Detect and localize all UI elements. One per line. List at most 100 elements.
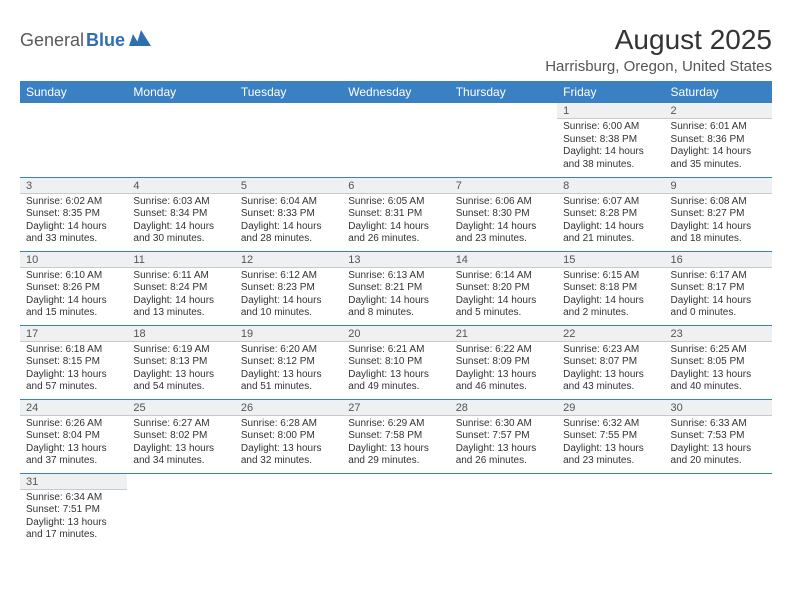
- sunrise-line: Sunrise: 6:06 AM: [456, 196, 551, 209]
- day-number: 30: [665, 400, 772, 416]
- calendar-day-cell: [127, 473, 234, 547]
- weekday-header: Monday: [127, 81, 234, 103]
- sunrise-line: Sunrise: 6:23 AM: [563, 344, 658, 357]
- day-number: 12: [235, 252, 342, 268]
- calendar-day-cell: 14Sunrise: 6:14 AMSunset: 8:20 PMDayligh…: [450, 251, 557, 325]
- day-details: Sunrise: 6:11 AMSunset: 8:24 PMDaylight:…: [127, 268, 234, 322]
- day-number: 14: [450, 252, 557, 268]
- day-number: 25: [127, 400, 234, 416]
- logo: General Blue: [20, 30, 151, 51]
- day-number: 2: [665, 103, 772, 119]
- calendar-day-cell: [665, 473, 772, 547]
- calendar-week-row: 24Sunrise: 6:26 AMSunset: 8:04 PMDayligh…: [20, 399, 772, 473]
- day-details: Sunrise: 6:17 AMSunset: 8:17 PMDaylight:…: [665, 268, 772, 322]
- day-number: 31: [20, 474, 127, 490]
- calendar-day-cell: 7Sunrise: 6:06 AMSunset: 8:30 PMDaylight…: [450, 177, 557, 251]
- sunset-line: Sunset: 8:10 PM: [348, 356, 443, 369]
- calendar-day-cell: [450, 473, 557, 547]
- day-details: Sunrise: 6:03 AMSunset: 8:34 PMDaylight:…: [127, 194, 234, 248]
- calendar-day-cell: 10Sunrise: 6:10 AMSunset: 8:26 PMDayligh…: [20, 251, 127, 325]
- day-details: Sunrise: 6:27 AMSunset: 8:02 PMDaylight:…: [127, 416, 234, 470]
- daylight-line: Daylight: 13 hours and 17 minutes.: [26, 517, 121, 542]
- calendar-day-cell: 30Sunrise: 6:33 AMSunset: 7:53 PMDayligh…: [665, 399, 772, 473]
- logo-mark-icon: [129, 30, 151, 51]
- daylight-line: Daylight: 14 hours and 10 minutes.: [241, 295, 336, 320]
- sunrise-line: Sunrise: 6:15 AM: [563, 270, 658, 283]
- day-details: Sunrise: 6:22 AMSunset: 8:09 PMDaylight:…: [450, 342, 557, 396]
- sunset-line: Sunset: 8:17 PM: [671, 282, 766, 295]
- calendar-day-cell: [557, 473, 664, 547]
- day-details: Sunrise: 6:32 AMSunset: 7:55 PMDaylight:…: [557, 416, 664, 470]
- sunset-line: Sunset: 7:57 PM: [456, 430, 551, 443]
- sunset-line: Sunset: 8:24 PM: [133, 282, 228, 295]
- sunrise-line: Sunrise: 6:10 AM: [26, 270, 121, 283]
- daylight-line: Daylight: 14 hours and 21 minutes.: [563, 221, 658, 246]
- calendar-day-cell: 11Sunrise: 6:11 AMSunset: 8:24 PMDayligh…: [127, 251, 234, 325]
- sunrise-line: Sunrise: 6:32 AM: [563, 418, 658, 431]
- day-number: 26: [235, 400, 342, 416]
- daylight-line: Daylight: 13 hours and 23 minutes.: [563, 443, 658, 468]
- sunrise-line: Sunrise: 6:07 AM: [563, 196, 658, 209]
- daylight-line: Daylight: 14 hours and 26 minutes.: [348, 221, 443, 246]
- logo-text-general: General: [20, 30, 84, 51]
- sunrise-line: Sunrise: 6:34 AM: [26, 492, 121, 505]
- day-details: Sunrise: 6:13 AMSunset: 8:21 PMDaylight:…: [342, 268, 449, 322]
- day-details: Sunrise: 6:18 AMSunset: 8:15 PMDaylight:…: [20, 342, 127, 396]
- day-number: 16: [665, 252, 772, 268]
- location-subtitle: Harrisburg, Oregon, United States: [545, 58, 772, 75]
- sunrise-line: Sunrise: 6:03 AM: [133, 196, 228, 209]
- calendar-day-cell: 27Sunrise: 6:29 AMSunset: 7:58 PMDayligh…: [342, 399, 449, 473]
- weekday-header: Tuesday: [235, 81, 342, 103]
- calendar-day-cell: 12Sunrise: 6:12 AMSunset: 8:23 PMDayligh…: [235, 251, 342, 325]
- day-number: 15: [557, 252, 664, 268]
- sunrise-line: Sunrise: 6:20 AM: [241, 344, 336, 357]
- daylight-line: Daylight: 13 hours and 32 minutes.: [241, 443, 336, 468]
- daylight-line: Daylight: 13 hours and 49 minutes.: [348, 369, 443, 394]
- calendar-day-cell: 8Sunrise: 6:07 AMSunset: 8:28 PMDaylight…: [557, 177, 664, 251]
- sunrise-line: Sunrise: 6:00 AM: [563, 121, 658, 134]
- sunrise-line: Sunrise: 6:29 AM: [348, 418, 443, 431]
- daylight-line: Daylight: 14 hours and 15 minutes.: [26, 295, 121, 320]
- calendar-day-cell: [235, 103, 342, 177]
- day-number: 4: [127, 178, 234, 194]
- daylight-line: Daylight: 14 hours and 28 minutes.: [241, 221, 336, 246]
- sunset-line: Sunset: 7:58 PM: [348, 430, 443, 443]
- sunrise-line: Sunrise: 6:12 AM: [241, 270, 336, 283]
- calendar-day-cell: [20, 103, 127, 177]
- day-details: Sunrise: 6:02 AMSunset: 8:35 PMDaylight:…: [20, 194, 127, 248]
- calendar-day-cell: 4Sunrise: 6:03 AMSunset: 8:34 PMDaylight…: [127, 177, 234, 251]
- day-number: 22: [557, 326, 664, 342]
- day-number: 17: [20, 326, 127, 342]
- day-number: 18: [127, 326, 234, 342]
- sunset-line: Sunset: 8:13 PM: [133, 356, 228, 369]
- sunset-line: Sunset: 8:15 PM: [26, 356, 121, 369]
- calendar-page: General Blue August 2025 Harrisburg, Ore…: [0, 0, 792, 557]
- day-number: 20: [342, 326, 449, 342]
- weekday-header: Saturday: [665, 81, 772, 103]
- calendar-table: Sunday Monday Tuesday Wednesday Thursday…: [20, 81, 772, 547]
- daylight-line: Daylight: 13 hours and 26 minutes.: [456, 443, 551, 468]
- sunset-line: Sunset: 8:26 PM: [26, 282, 121, 295]
- daylight-line: Daylight: 13 hours and 51 minutes.: [241, 369, 336, 394]
- daylight-line: Daylight: 13 hours and 40 minutes.: [671, 369, 766, 394]
- daylight-line: Daylight: 14 hours and 18 minutes.: [671, 221, 766, 246]
- daylight-line: Daylight: 14 hours and 30 minutes.: [133, 221, 228, 246]
- day-number: 11: [127, 252, 234, 268]
- day-details: Sunrise: 6:01 AMSunset: 8:36 PMDaylight:…: [665, 119, 772, 173]
- daylight-line: Daylight: 13 hours and 34 minutes.: [133, 443, 228, 468]
- sunset-line: Sunset: 8:02 PM: [133, 430, 228, 443]
- sunrise-line: Sunrise: 6:19 AM: [133, 344, 228, 357]
- sunrise-line: Sunrise: 6:33 AM: [671, 418, 766, 431]
- day-details: Sunrise: 6:33 AMSunset: 7:53 PMDaylight:…: [665, 416, 772, 470]
- calendar-week-row: 3Sunrise: 6:02 AMSunset: 8:35 PMDaylight…: [20, 177, 772, 251]
- calendar-week-row: 10Sunrise: 6:10 AMSunset: 8:26 PMDayligh…: [20, 251, 772, 325]
- day-details: Sunrise: 6:15 AMSunset: 8:18 PMDaylight:…: [557, 268, 664, 322]
- day-details: Sunrise: 6:30 AMSunset: 7:57 PMDaylight:…: [450, 416, 557, 470]
- sunset-line: Sunset: 8:20 PM: [456, 282, 551, 295]
- sunrise-line: Sunrise: 6:05 AM: [348, 196, 443, 209]
- page-header: General Blue August 2025 Harrisburg, Ore…: [20, 24, 772, 75]
- sunset-line: Sunset: 8:27 PM: [671, 208, 766, 221]
- weekday-header: Sunday: [20, 81, 127, 103]
- day-number: 19: [235, 326, 342, 342]
- daylight-line: Daylight: 14 hours and 38 minutes.: [563, 146, 658, 171]
